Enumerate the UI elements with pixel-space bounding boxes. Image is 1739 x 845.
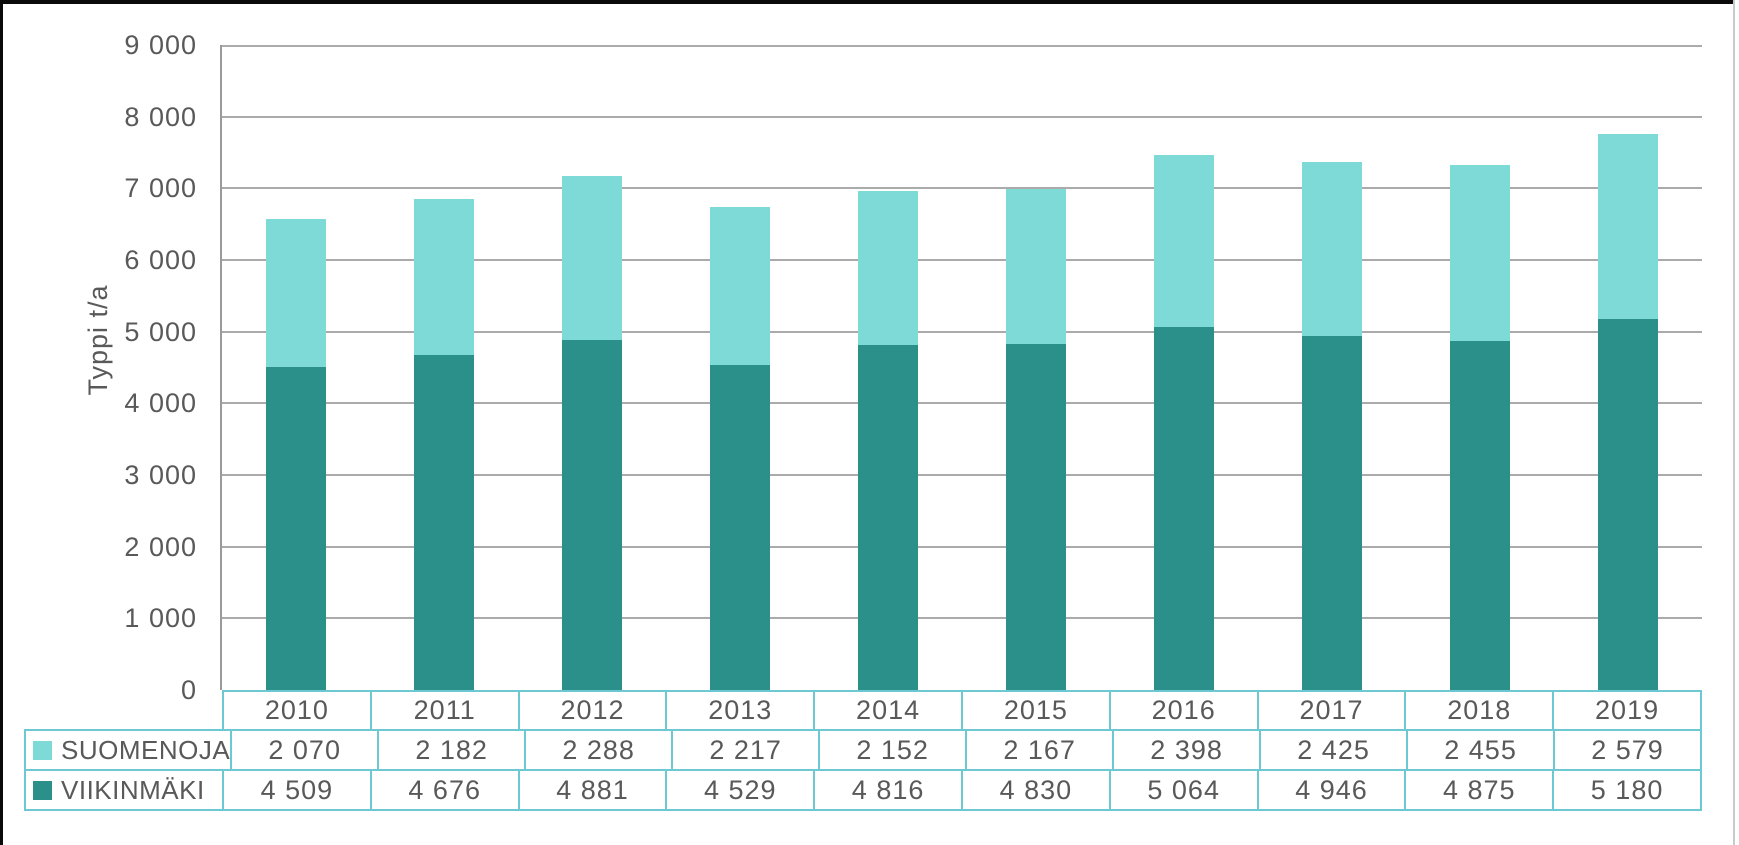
value-cell: 2 182 <box>379 731 527 769</box>
window-frame-left <box>0 0 3 845</box>
y-axis-tick-label: 7 000 <box>124 173 197 204</box>
gridline <box>222 259 1702 261</box>
bar-segment-viikinmki-2012 <box>562 340 622 690</box>
y-axis-tick-label: 4 000 <box>124 388 197 419</box>
bar-segment-viikinmki-2016 <box>1154 327 1214 690</box>
gridline <box>222 45 1702 47</box>
value-cell: 4 509 <box>224 771 372 809</box>
value-cell: 4 830 <box>963 771 1111 809</box>
y-axis-tick-label: 6 000 <box>124 245 197 275</box>
bar-segment-suomenoja-2010 <box>266 218 326 367</box>
series-row: SUOMENOJA 2 070 2 182 2 288 2 217 2 152 2 167 2… <box>26 731 1700 771</box>
bar-segment-viikinmki-2018 <box>1450 340 1510 690</box>
value-cell: 4 676 <box>372 771 520 809</box>
bar-segment-viikinmki-2017 <box>1302 335 1362 690</box>
bar-segment-suomenoja-2013 <box>710 206 770 366</box>
plot-area <box>222 45 1702 690</box>
year-cell: 2017 <box>1259 692 1407 729</box>
series-name: VIIKINMÄKI <box>61 774 205 805</box>
legend-swatch-viikinmki <box>33 780 52 800</box>
bar-segment-viikinmki-2019 <box>1598 318 1658 690</box>
value-cell: 4 816 <box>815 771 963 809</box>
series-name: SUOMENOJA <box>61 734 231 765</box>
bar-segment-suomenoja-2012 <box>562 176 622 341</box>
value-cell: 2 579 <box>1591 734 1664 765</box>
year-cell: 2018 <box>1406 692 1555 729</box>
value-cell: 2 152 <box>820 731 968 769</box>
gridline <box>222 402 1702 405</box>
series-rows: SUOMENOJA 2 070 2 182 2 288 2 217 2 152 2 167 2… <box>24 729 1702 811</box>
bar-segment-suomenoja-2018 <box>1450 164 1510 341</box>
bar-segment-viikinmki-2010 <box>266 366 326 690</box>
y-axis-line <box>220 45 222 690</box>
value-cell: 2 288 <box>526 731 674 769</box>
value-cell: 4 875 <box>1406 771 1555 809</box>
gridline <box>222 617 1702 620</box>
year-cell: 2013 <box>667 692 816 729</box>
year-cell: 2010 <box>224 692 372 729</box>
legend-swatch-suomenoja <box>33 740 52 760</box>
bar-segment-suomenoja-2017 <box>1302 161 1362 336</box>
legend-cell: SUOMENOJA <box>26 731 233 769</box>
year-cell: 2012 <box>520 692 668 729</box>
value-cell: 2 425 <box>1261 731 1409 769</box>
value-cell: 2 398 <box>1114 731 1262 769</box>
value-cell: 2 455 <box>1408 731 1556 769</box>
gridline <box>222 187 1702 190</box>
legend-cell: VIIKINMÄKI <box>26 771 224 809</box>
y-axis-tick-label: 9 000 <box>124 30 197 60</box>
window-frame-right <box>1733 0 1735 845</box>
y-axis-tick-label: 5 000 <box>124 316 197 347</box>
gridline <box>222 330 1702 333</box>
bar-segment-suomenoja-2015 <box>1006 188 1066 344</box>
bar-segment-suomenoja-2014 <box>858 190 918 345</box>
y-axis-tick-label: 0 <box>180 675 197 705</box>
value-cell: 5 180 <box>1590 774 1664 805</box>
value-cell: 2 070 <box>232 731 380 769</box>
year-cell: 2019 <box>1595 695 1660 725</box>
gridline <box>222 474 1702 476</box>
value-cell: 4 946 <box>1259 771 1407 809</box>
series-row: VIIKINMÄKI 4 509 4 676 4 881 4 529 4 816 4 830… <box>26 771 1700 809</box>
y-axis-tick-label: 1 000 <box>124 603 197 634</box>
value-cell: 2 167 <box>967 731 1115 769</box>
bar-segment-suomenoja-2011 <box>414 198 474 355</box>
bar-segment-suomenoja-2016 <box>1154 155 1214 328</box>
year-cell: 2016 <box>1111 692 1259 729</box>
year-cell: 2011 <box>372 692 520 729</box>
value-cell: 2 217 <box>673 731 821 769</box>
year-cell: 2015 <box>963 692 1111 729</box>
bar-segment-viikinmki-2013 <box>710 365 770 690</box>
bar-segment-viikinmki-2015 <box>1006 343 1066 690</box>
window-frame-top <box>0 0 1734 4</box>
y-axis-tick-label: 3 000 <box>124 460 197 490</box>
year-header-row: 2010 2011 2012 2013 2014 2015 2016 2017 2018 2019 <box>222 690 1702 731</box>
bar-segment-viikinmki-2014 <box>858 344 918 690</box>
gridline <box>222 545 1702 548</box>
bar-segment-suomenoja-2019 <box>1598 133 1658 319</box>
y-axis-tick-label: 2 000 <box>124 531 197 562</box>
y-axis-tick-label: 8 000 <box>124 101 197 132</box>
year-cell: 2014 <box>815 692 963 729</box>
value-cell: 5 064 <box>1111 771 1259 809</box>
value-cell: 4 529 <box>667 771 816 809</box>
value-cell: 4 881 <box>520 771 668 809</box>
gridline <box>222 115 1702 118</box>
bar-segment-viikinmki-2011 <box>414 354 474 690</box>
